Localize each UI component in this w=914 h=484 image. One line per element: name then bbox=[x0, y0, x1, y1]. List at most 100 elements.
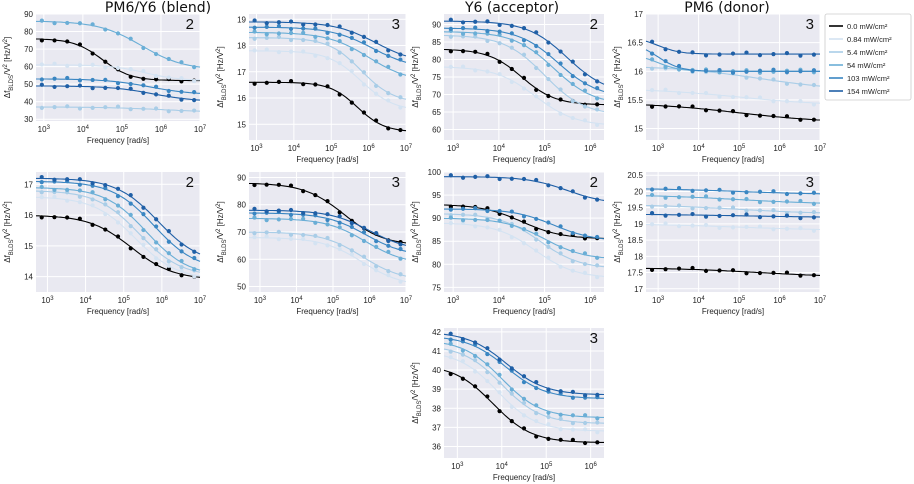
data-point bbox=[595, 263, 600, 268]
data-point bbox=[349, 47, 354, 52]
data-point bbox=[39, 174, 44, 180]
data-point bbox=[473, 212, 478, 217]
data-point bbox=[570, 421, 575, 426]
plot-area bbox=[444, 172, 604, 292]
data-point bbox=[325, 199, 330, 204]
data-point bbox=[337, 61, 342, 66]
x-tick-exponent: 7 bbox=[203, 296, 207, 302]
data-point bbox=[264, 35, 269, 40]
data-point bbox=[128, 193, 133, 198]
x-tick-base: 10 bbox=[194, 125, 203, 134]
x-tick-exponent: 5 bbox=[742, 296, 746, 302]
x-tick-exponent: 6 bbox=[593, 462, 597, 468]
data-point bbox=[570, 115, 575, 121]
data-point bbox=[448, 341, 453, 346]
x-tick-label: 105 bbox=[733, 144, 746, 153]
data-point bbox=[690, 188, 695, 193]
data-point bbox=[386, 48, 391, 53]
y-axis-label-part: /V bbox=[411, 392, 420, 400]
data-point bbox=[798, 210, 803, 215]
data-point bbox=[485, 394, 490, 399]
data-point bbox=[757, 76, 763, 81]
data-point bbox=[509, 418, 514, 424]
data-point bbox=[374, 239, 379, 244]
data-point bbox=[558, 87, 563, 92]
x-tick-base: 10 bbox=[493, 296, 502, 305]
x-tick-exponent: 4 bbox=[86, 125, 90, 131]
data-point bbox=[288, 183, 294, 188]
data-point bbox=[90, 77, 95, 83]
data-point bbox=[166, 88, 171, 94]
y-axis-label-part: BLDS bbox=[222, 85, 228, 101]
data-point bbox=[386, 53, 391, 58]
y-tick-label: 18.5 bbox=[627, 236, 643, 245]
data-point bbox=[570, 189, 575, 194]
y-axis-label-part: /V bbox=[216, 76, 225, 84]
data-point bbox=[374, 268, 379, 273]
y-tick-label: 90 bbox=[237, 173, 246, 182]
data-point bbox=[141, 212, 146, 217]
data-point bbox=[252, 29, 257, 34]
data-point bbox=[337, 220, 342, 225]
legend-entry: 5.4 mW/cm² bbox=[847, 48, 888, 57]
data-point bbox=[192, 249, 197, 254]
data-point bbox=[546, 93, 551, 99]
data-point bbox=[90, 22, 95, 27]
x-tick-label: 104 bbox=[77, 125, 90, 134]
data-point bbox=[798, 198, 803, 204]
data-point bbox=[39, 18, 44, 23]
data-point bbox=[103, 59, 108, 64]
data-point bbox=[521, 426, 527, 431]
data-point bbox=[703, 90, 709, 96]
data-point bbox=[595, 86, 600, 91]
x-tick-label: 105 bbox=[733, 296, 746, 305]
data-point bbox=[77, 182, 82, 187]
data-point bbox=[473, 206, 478, 211]
data-point bbox=[90, 203, 95, 208]
data-point bbox=[570, 81, 575, 87]
y-tick-label: 17 bbox=[634, 10, 643, 19]
data-point bbox=[373, 39, 379, 44]
data-point bbox=[497, 32, 502, 37]
data-point bbox=[153, 51, 159, 57]
panel-number: 2 bbox=[590, 174, 598, 191]
y-axis-label-part: [Hz/V bbox=[411, 206, 420, 228]
x-tick-label: 105 bbox=[538, 296, 551, 305]
data-point bbox=[744, 208, 749, 213]
x-tick-base: 10 bbox=[38, 125, 47, 134]
y-axis-label-part: 2 bbox=[411, 364, 417, 368]
data-point bbox=[690, 265, 695, 271]
legend-entry: 103 mW/cm² bbox=[847, 74, 890, 83]
data-point bbox=[521, 38, 527, 43]
data-point bbox=[676, 203, 682, 208]
data-point bbox=[301, 49, 306, 54]
data-point bbox=[473, 384, 478, 389]
data-point bbox=[534, 237, 539, 242]
data-point bbox=[77, 216, 82, 221]
data-point bbox=[798, 69, 803, 74]
y-tick-label: 17 bbox=[24, 180, 33, 189]
data-point bbox=[337, 225, 342, 230]
y-axis-label-part: 2 bbox=[216, 228, 222, 232]
data-point bbox=[676, 195, 682, 200]
data-point bbox=[757, 95, 763, 100]
x-tick-label: 106 bbox=[585, 462, 598, 471]
data-point bbox=[52, 187, 57, 193]
data-point bbox=[798, 99, 803, 104]
x-tick-base: 10 bbox=[773, 144, 782, 153]
data-point bbox=[534, 216, 539, 222]
y-tick-label: 80 bbox=[24, 28, 33, 37]
x-tick-base: 10 bbox=[250, 144, 259, 153]
y-tick-label: 19 bbox=[237, 15, 246, 24]
data-point bbox=[179, 264, 184, 270]
panel-number: 3 bbox=[392, 174, 400, 191]
y-axis-label-part: BLDS bbox=[9, 240, 15, 256]
data-point bbox=[313, 220, 318, 225]
x-tick-exponent: 6 bbox=[371, 144, 375, 150]
data-point bbox=[534, 43, 539, 49]
data-point bbox=[52, 61, 57, 66]
x-tick-base: 10 bbox=[254, 296, 263, 305]
data-point bbox=[179, 268, 184, 273]
x-tick-label: 103 bbox=[652, 296, 665, 305]
